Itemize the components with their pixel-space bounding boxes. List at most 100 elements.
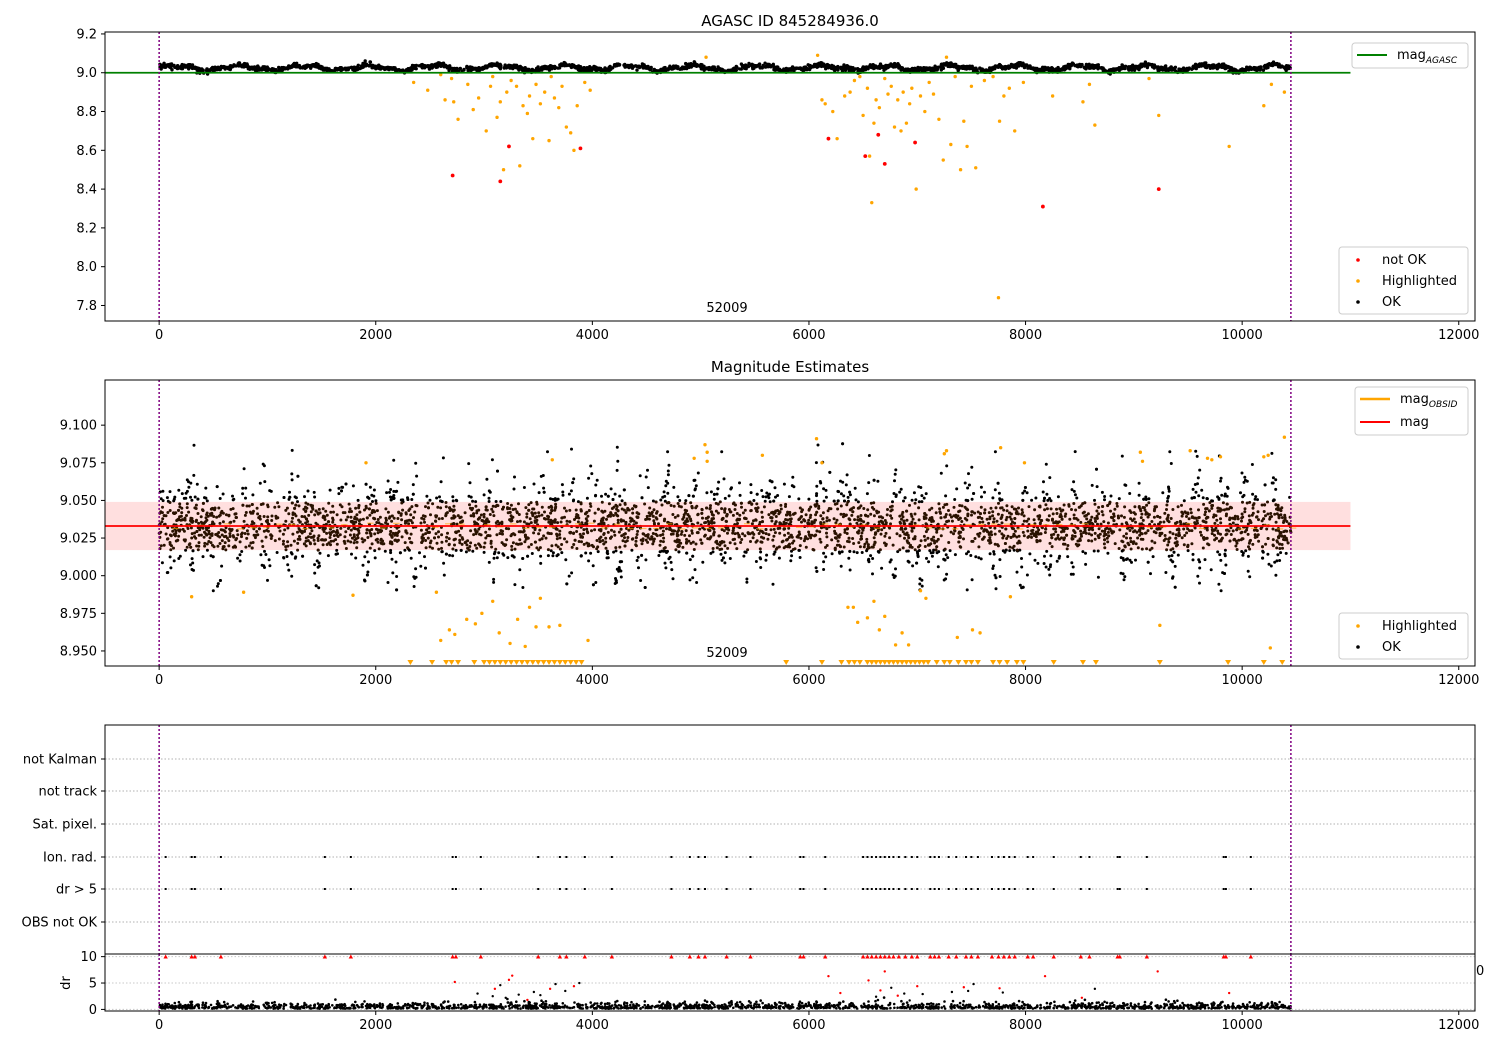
agasc-highlighted-point — [1282, 90, 1287, 94]
agasc-highlighted-point — [466, 82, 470, 87]
magnitude-ok-point — [255, 506, 259, 510]
magnitude-ok-point — [1109, 494, 1113, 498]
magnitude-ok-point — [1164, 571, 1168, 574]
agasc-ok-point — [795, 66, 799, 70]
magnitude-ok-point — [616, 459, 620, 463]
magnitude-ok-point — [1072, 513, 1076, 517]
magnitude-ok-point — [819, 514, 823, 518]
magnitude-ok-point — [720, 507, 724, 511]
magnitude-ok-point — [678, 499, 682, 502]
magnitude-ok-point — [669, 560, 673, 564]
agasc-highlighted-point — [1157, 113, 1161, 118]
magnitude-ok-point — [563, 537, 566, 541]
magnitude-ok-point — [368, 529, 372, 533]
magnitude-ok-point — [659, 539, 663, 543]
agasc-ok-point — [248, 66, 252, 70]
agasc-highlighted-point — [870, 200, 874, 205]
agasc-ok-point — [325, 66, 329, 71]
agasc-xtick-label-1: 2000 — [359, 328, 392, 343]
magnitude-ok-point — [285, 555, 289, 558]
magnitude-ok-point — [448, 553, 452, 557]
magnitude-ok-point — [1191, 487, 1195, 491]
magnitude-ok-point — [485, 477, 489, 481]
magnitude-ok-point — [241, 492, 245, 496]
agasc-ok-point — [368, 60, 372, 64]
magnitude-ok-point — [527, 545, 531, 549]
magnitude-ok-point — [987, 521, 991, 525]
magnitude-ok-point — [693, 568, 697, 572]
agasc-ok-point — [1096, 67, 1100, 71]
magnitude-ok-point — [948, 513, 952, 517]
magnitude-ok-point — [363, 555, 367, 559]
magnitude-ok-point — [325, 531, 329, 535]
magnitude-ok-point — [1069, 572, 1073, 576]
agasc-ok-point — [169, 66, 173, 70]
magnitude-ok-point — [842, 494, 846, 498]
agasc-ok-point — [675, 65, 680, 69]
agasc-highlighted-point — [588, 88, 592, 92]
agasc-highlighted-point — [542, 90, 547, 94]
magnitude-ok-point — [1168, 450, 1172, 454]
agasc-ok-point — [671, 64, 676, 68]
magnitude-ok-point — [194, 536, 198, 540]
magnitude-ok-point — [1115, 502, 1119, 505]
magnitude-ok-point — [1216, 509, 1220, 513]
magnitude-ok-point — [847, 517, 851, 521]
agasc-highlighted-point — [941, 158, 945, 162]
magnitude-ok-point — [258, 514, 262, 518]
agasc-not-ok-point — [578, 146, 583, 151]
agasc-ok-point — [687, 62, 691, 66]
magnitude-ok-point — [658, 543, 662, 547]
agasc-ok-point — [1013, 62, 1018, 67]
agasc-ok-point — [819, 61, 823, 66]
magnitude-ok-point — [538, 528, 542, 532]
magnitude-ok-point — [1271, 544, 1275, 548]
magnitude-ok-point — [1250, 513, 1254, 517]
magnitude-ok-point — [798, 556, 802, 559]
magnitude-ok-point — [1023, 489, 1027, 493]
agasc-obsid-label: 52009 — [706, 301, 747, 316]
magnitude-ok-point — [829, 507, 833, 511]
magnitude-ok-point — [1141, 506, 1145, 509]
agasc-ok-point — [939, 68, 943, 72]
magnitude-ok-point — [468, 545, 472, 548]
magnitude-ok-point — [499, 500, 503, 503]
agasc-ok-point — [845, 63, 849, 68]
agasc-ok-point — [394, 68, 398, 72]
magnitude-ok-point — [590, 472, 594, 476]
magnitude-ok-point — [412, 516, 415, 520]
agasc-ok-point — [751, 63, 756, 67]
magnitude-ok-point — [286, 540, 290, 544]
magnitude-ok-point — [679, 532, 683, 536]
agasc-ok-point — [1198, 63, 1202, 68]
agasc-highlighted-point — [861, 113, 865, 118]
magnitude-ok-point — [1231, 521, 1235, 525]
magnitude-ok-point — [442, 573, 446, 577]
agasc-ytick-label-5: 8.8 — [76, 105, 97, 120]
magnitude-ok-point — [735, 547, 739, 551]
magnitude-ok-point — [542, 534, 546, 538]
magnitude-ok-point — [1129, 536, 1132, 540]
magnitude-ok-point — [266, 529, 270, 533]
agasc-highlighted-point — [449, 76, 454, 81]
magnitude-ok-point — [1165, 548, 1169, 552]
magnitude-ok-point — [1231, 529, 1235, 533]
magnitude-ok-point — [733, 508, 737, 511]
magnitude-ok-point — [523, 540, 527, 544]
agasc-highlighted-point — [923, 109, 927, 114]
magnitude-ok-point — [1190, 542, 1194, 546]
magnitude-ok-point — [1075, 496, 1079, 500]
magnitude-ok-point — [192, 443, 196, 447]
agasc-highlighted-point — [944, 55, 949, 59]
magnitude-ok-point — [985, 517, 989, 521]
magnitude-ok-point — [988, 517, 992, 521]
agasc-ok-point — [1207, 63, 1211, 68]
agasc-highlighted-point — [823, 102, 827, 106]
magnitude-ok-point — [888, 536, 892, 540]
magnitude-ok-point — [637, 566, 640, 570]
magnitude-ok-point — [963, 517, 967, 520]
agasc-highlighted-point — [949, 142, 953, 147]
magnitude-ok-point — [690, 531, 694, 535]
magnitude-ok-point — [356, 498, 360, 502]
magnitude-ok-point — [197, 544, 201, 548]
